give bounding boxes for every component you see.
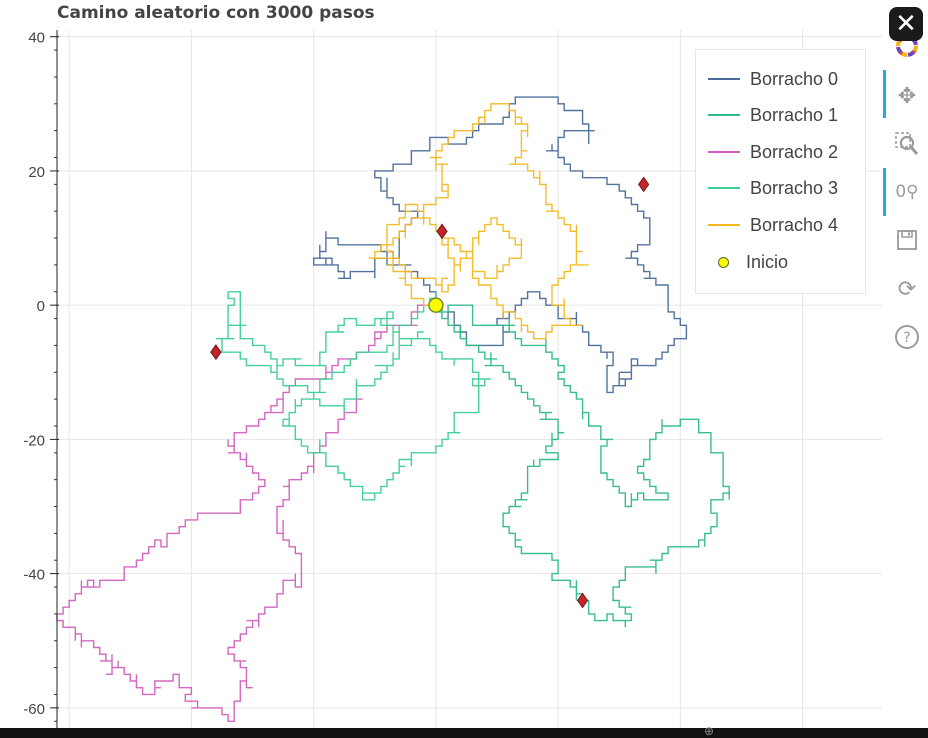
legend[interactable]: Borracho 0 Borracho 1 Borracho 2 Borrach… (695, 49, 866, 294)
y-tick-label: 0 (37, 298, 45, 315)
series-line-borracho-4 (368, 103, 589, 340)
series-line-borracho-3 (215, 291, 491, 501)
end-marker-borracho-1 (576, 592, 589, 609)
legend-label: Borracho 3 (750, 177, 839, 198)
chart-title: Camino aleatorio con 3000 pasos (57, 3, 375, 23)
end-marker-borracho-4 (436, 223, 448, 240)
help-icon[interactable]: ? (893, 323, 921, 351)
y-tick-label: -40 (23, 567, 45, 584)
legend-swatch (708, 114, 740, 116)
box-zoom-icon[interactable] (893, 130, 921, 158)
toolbar: ✥ 0⚲ ⟳ ? (883, 30, 928, 360)
wheel-zoom-active-indicator (883, 168, 886, 216)
legend-item-borracho-4[interactable]: Borracho 4 (696, 213, 866, 237)
legend-item-borracho-1[interactable]: Borracho 1 (696, 103, 866, 127)
start-point-marker (428, 297, 444, 313)
legend-item-borracho-0[interactable]: Borracho 0 (696, 67, 866, 91)
save-icon[interactable] (893, 226, 921, 254)
svg-text:?: ? (903, 330, 910, 346)
y-tick-label: 20 (28, 164, 45, 181)
legend-item-inicio[interactable]: Inicio (696, 250, 866, 274)
pan-icon[interactable]: ✥ (897, 83, 917, 109)
y-tick-label: -20 (23, 432, 45, 449)
end-marker-borracho-0 (638, 176, 650, 193)
pan-active-indicator (883, 70, 886, 118)
series-layer (56, 96, 730, 722)
y-axis: 40 20 0 -20 -40 -60 (23, 30, 59, 728)
close-button[interactable]: ✕ (889, 7, 923, 41)
legend-swatch (708, 151, 740, 153)
legend-swatch (708, 78, 740, 80)
end-marker-borracho-3 (210, 344, 222, 361)
legend-swatch (708, 224, 740, 226)
legend-label: Inicio (746, 251, 789, 272)
series-line-borracho-0 (313, 96, 688, 394)
legend-label: Borracho 0 (750, 68, 839, 89)
legend-swatch (708, 187, 740, 189)
y-tick-label: -60 (23, 701, 45, 718)
legend-item-borracho-3[interactable]: Borracho 3 (696, 176, 866, 200)
series-line-borracho-1 (435, 304, 730, 628)
y-tick-label: 40 (28, 30, 45, 47)
wheel-zoom-icon[interactable]: 0⚲ (895, 182, 919, 202)
legend-label: Borracho 2 (750, 141, 839, 162)
legend-marker (718, 256, 729, 268)
legend-item-borracho-2[interactable]: Borracho 2 (696, 140, 866, 164)
legend-label: Borracho 4 (750, 214, 839, 235)
scroll-down-icon[interactable]: ⊕ (703, 724, 715, 738)
reset-icon[interactable]: ⟳ (897, 276, 917, 302)
bottom-bar (0, 728, 928, 738)
marker-layer (210, 176, 650, 609)
series-line-borracho-2 (56, 304, 436, 722)
legend-label: Borracho 1 (750, 104, 839, 125)
